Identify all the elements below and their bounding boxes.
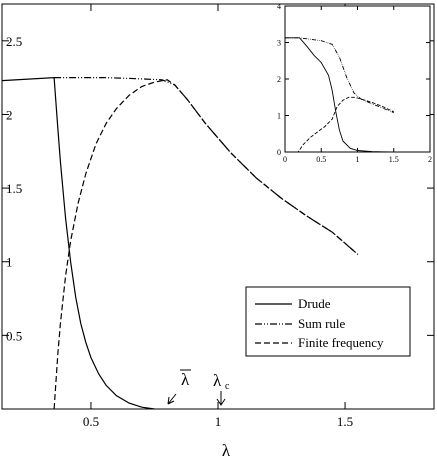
x-tick-label: 1 — [215, 414, 222, 429]
x-tick-label: 1.5 — [337, 414, 353, 429]
lambda-bar-annotation: λ — [181, 370, 190, 389]
y-tick-label: 1.5 — [6, 181, 22, 196]
legend-box — [245, 286, 411, 357]
y-tick-label: 0.5 — [6, 328, 22, 343]
inset-frame — [284, 5, 431, 153]
legend: Drude Sum rule Finite frequency — [245, 286, 411, 357]
lambda-bar-arrow-head — [167, 396, 175, 405]
main-ticks-group: 0.5 1 1.5 0.5 1 1.5 2 2.5 — [2, 4, 434, 429]
lambda-c-subscript: c — [225, 381, 230, 392]
inset: 0 0.5 1 1.5 2 0 1 2 3 4 — [277, 2, 432, 164]
inset-ticks-group: 0 0.5 1 1.5 2 0 1 2 3 4 — [277, 2, 432, 164]
inset-x-tick-label: 1.5 — [389, 155, 399, 164]
inset-series-sum-rule — [285, 37, 394, 114]
inset-x-tick-label: 0 — [283, 155, 287, 164]
inset-y-tick-label: 3 — [277, 39, 281, 48]
series-finite-frequency — [53, 79, 359, 410]
y-tick-label: 2.5 — [6, 34, 22, 49]
series-drude — [1, 76, 155, 410]
inset-series-drude — [285, 37, 394, 153]
x-axis-title: λ — [222, 441, 231, 460]
lambda-c-arrow-head — [216, 398, 226, 406]
legend-label-finite-frequency: Finite frequency — [298, 335, 384, 350]
lambda-c-annotation: λ — [213, 371, 222, 390]
y-tick-label: 2 — [6, 107, 13, 122]
inset-y-tick-label: 4 — [277, 2, 281, 11]
legend-label-sum-rule: Sum rule — [298, 316, 346, 331]
inset-x-tick-label: 0.5 — [316, 155, 326, 164]
y-tick-label: 1 — [6, 255, 13, 270]
annotations: λ λ c — [167, 369, 230, 406]
legend-label-drude: Drude — [298, 296, 331, 311]
main-series-group — [1, 76, 359, 410]
x-tick-label: 0.5 — [83, 414, 99, 429]
inset-series-finite-frequency — [285, 96, 394, 153]
inset-x-tick-label: 1 — [356, 155, 360, 164]
inset-y-tick-label: 2 — [277, 75, 281, 84]
inset-y-tick-label: 1 — [277, 112, 281, 121]
inset-x-tick-label: 2 — [428, 155, 432, 164]
lambda-bar-arrow-shaft — [167, 393, 177, 405]
inset-series-group — [285, 37, 394, 153]
inset-y-tick-label: 0 — [277, 148, 281, 157]
